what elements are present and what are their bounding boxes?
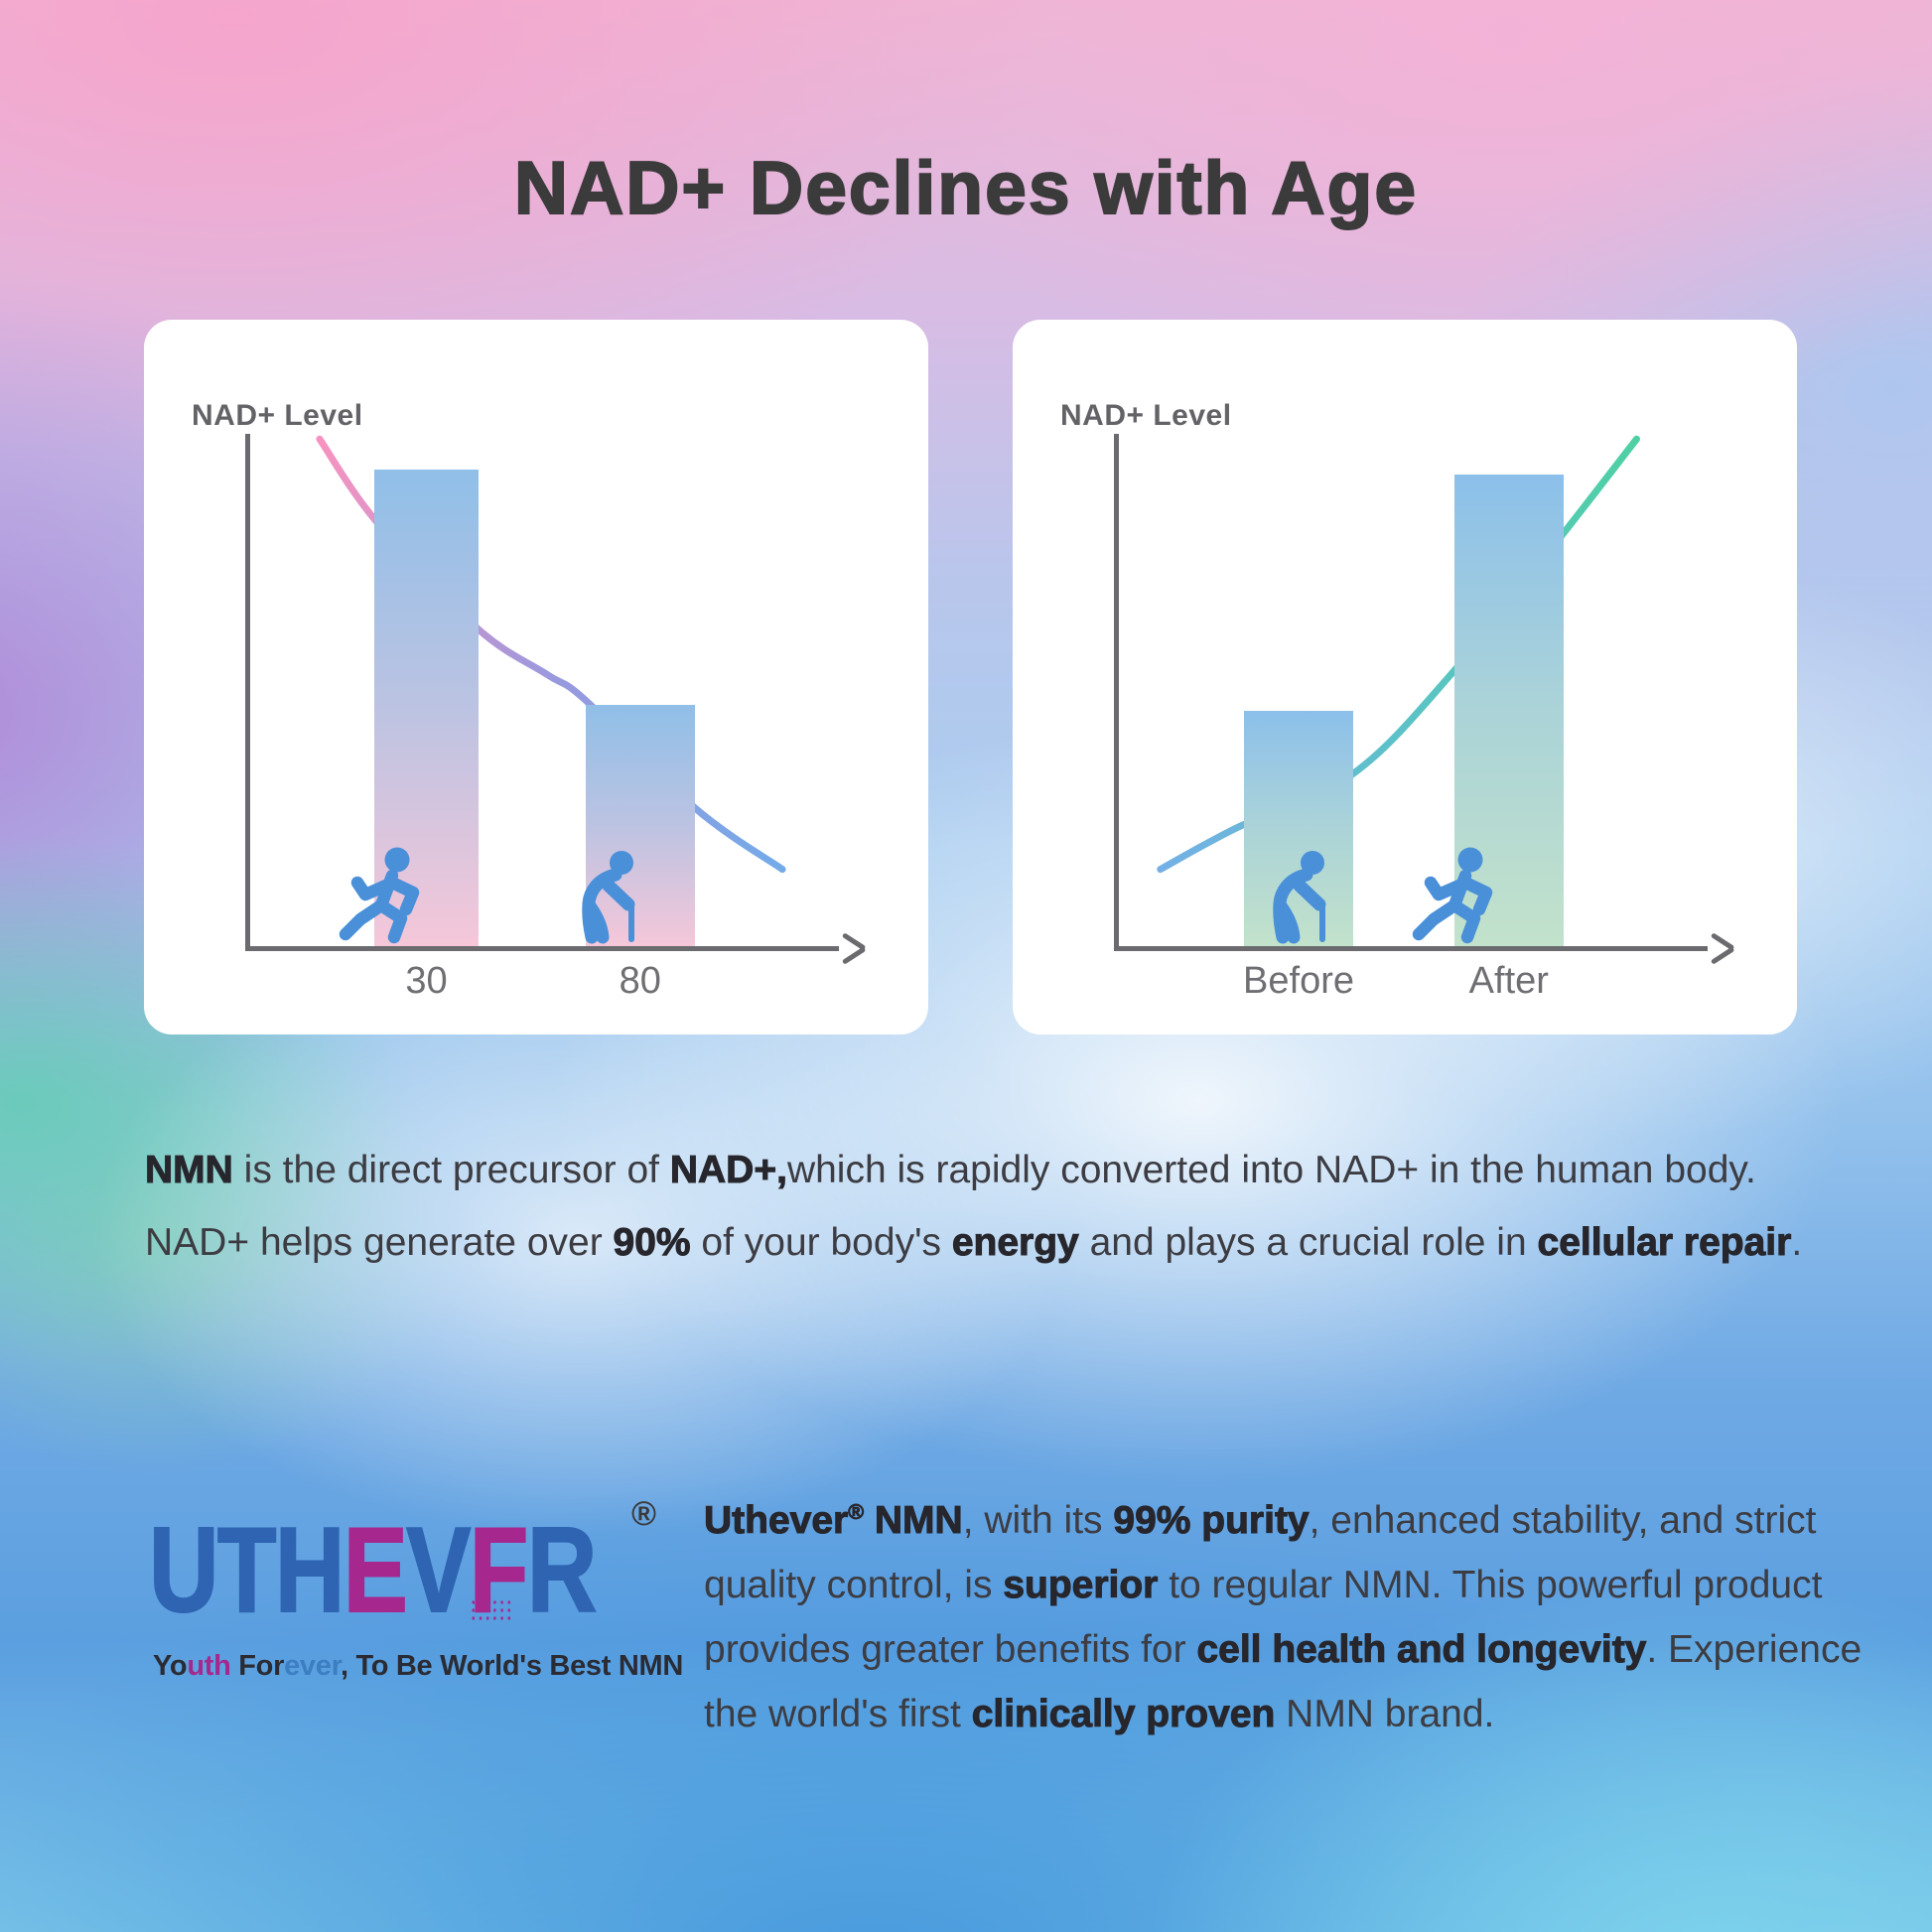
y-axis — [245, 434, 250, 951]
text-run: NMN — [864, 1499, 963, 1543]
text-run: uth — [187, 1650, 231, 1682]
y-axis — [1114, 434, 1119, 951]
text-run: Uthever — [703, 1499, 849, 1543]
runner-icon — [339, 847, 420, 944]
text-run: energy — [951, 1221, 1079, 1265]
text-run: NAD+, — [669, 1149, 787, 1192]
text-run: , enhanced stability, and strict quality… — [704, 1499, 1817, 1606]
logo-letter-v: V — [405, 1502, 472, 1637]
text-run: . — [1791, 1221, 1803, 1264]
text-run: For — [230, 1650, 285, 1682]
logo-letter-e: F — [469, 1502, 529, 1637]
text-run: clinically proven — [971, 1693, 1276, 1736]
page-title: NAD+ Declines with Age — [513, 145, 1419, 230]
text-run: NMN brand. — [1275, 1693, 1495, 1735]
disintegration-dots — [469, 1598, 512, 1620]
text-run: Yo — [153, 1650, 188, 1682]
y-axis-label: NAD+ Level — [1060, 399, 1232, 432]
logo-letter-t: T — [216, 1502, 277, 1637]
logo-letter-u: U — [148, 1502, 219, 1637]
chart-card-nad-decline: NAD+ Level 30 80 — [144, 320, 928, 1035]
text-run: 90% — [613, 1221, 691, 1265]
text-run: superior — [1003, 1564, 1159, 1607]
x-axis-label-before: Before — [1243, 960, 1354, 1002]
logo-letter-h: H — [274, 1502, 345, 1637]
runner-icon — [1412, 847, 1492, 944]
text-run: NMN — [145, 1149, 234, 1192]
y-axis-label: NAD+ Level — [192, 399, 363, 432]
uthever-logo: UTHEVF R ® Youth Forever, To Be World's B… — [148, 1495, 685, 1718]
x-axis — [245, 946, 839, 951]
x-axis — [1114, 946, 1708, 951]
logo-tagline: Youth Forever, To Be World's Best NMN — [153, 1650, 683, 1683]
uthever-nmn-description: Uthever® NMN, with its 99% purity, enhan… — [703, 1480, 1903, 1746]
nmn-description: NMN is the direct precursor of NAD+,whic… — [145, 1134, 1839, 1279]
text-run: and plays a crucial role in — [1078, 1221, 1538, 1264]
rise-trend-curve — [1157, 435, 1640, 874]
text-run: of your body's — [690, 1221, 952, 1264]
chart-card-before-after: NAD+ Level Before After — [1013, 320, 1797, 1035]
elderly-person-icon — [582, 851, 635, 944]
text-run: which is rapidly converted into NAD+ in … — [145, 1149, 1756, 1264]
x-axis-label-80: 80 — [619, 960, 661, 1002]
logo-letter-r: R — [526, 1502, 598, 1637]
elderly-person-icon — [1273, 851, 1326, 944]
text-run: . Experience the world's first — [704, 1628, 1863, 1735]
plot-area: Before After — [1114, 434, 1708, 1002]
text-run: ever — [284, 1650, 341, 1682]
logo-wordmark: UTHEVF R — [148, 1502, 598, 1637]
text-run: is the direct precursor of — [232, 1149, 670, 1191]
x-axis-label-after: After — [1468, 960, 1549, 1002]
text-run: cellular repair — [1537, 1221, 1792, 1265]
bar-before — [1244, 710, 1353, 946]
registered-trademark-icon: ® — [631, 1495, 657, 1533]
text-run: 99% purity — [1113, 1499, 1310, 1543]
logo-letter-e: E — [343, 1502, 409, 1637]
text-run: ® — [848, 1500, 865, 1525]
text-run: cell health and longevity — [1196, 1628, 1647, 1672]
text-run: , with its — [962, 1499, 1114, 1542]
bar-80 — [585, 705, 695, 946]
text-run: , To Be World's Best NMN — [340, 1650, 683, 1682]
x-axis-label-30: 30 — [405, 960, 448, 1002]
text-run: to regular NMN. This powerful product pr… — [704, 1564, 1823, 1671]
plot-area: 30 80 — [245, 434, 839, 1002]
